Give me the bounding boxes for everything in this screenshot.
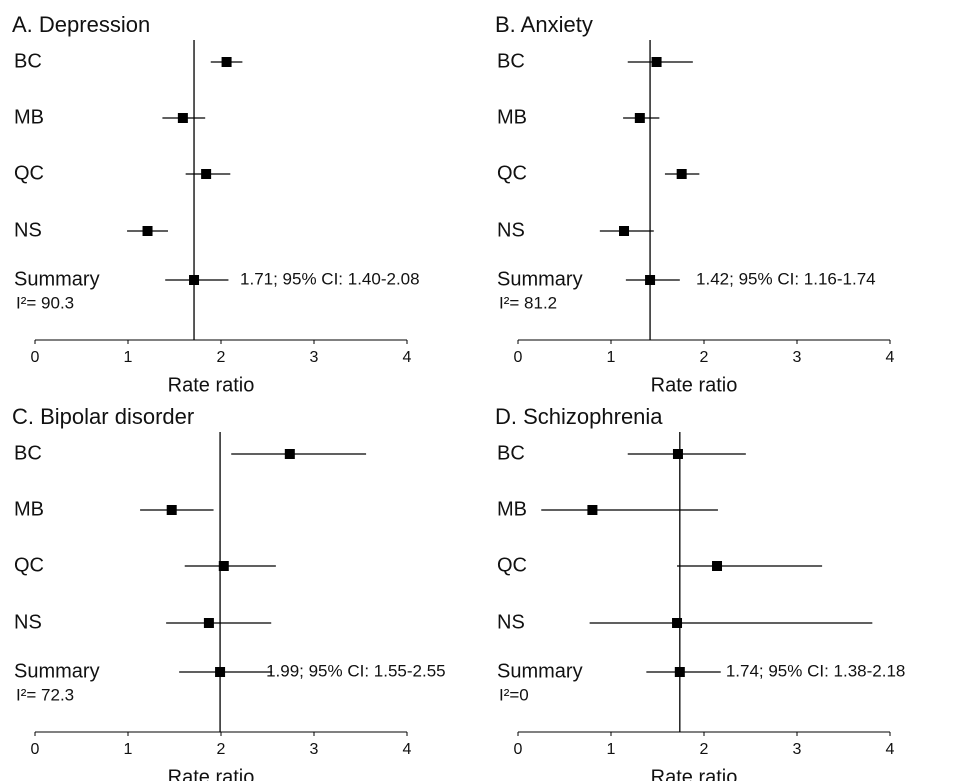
x-axis-label: Rate ratio [651, 374, 738, 396]
point-estimate [651, 57, 662, 67]
point-estimate [166, 505, 177, 515]
row-label: QC [497, 162, 527, 184]
point-estimate [587, 505, 598, 515]
x-tick-label: 0 [31, 349, 40, 366]
point-estimate [634, 113, 645, 123]
row-label: NS [497, 219, 525, 241]
point-estimate [218, 561, 229, 571]
row-label: NS [14, 219, 42, 241]
point-estimate [619, 226, 630, 236]
x-tick-label: 4 [403, 741, 412, 758]
heterogeneity: I²=0 [499, 685, 529, 704]
panel: C. Bipolar disorder 0 1 2 3 4 Rate ratio BC MB QC… [12, 404, 446, 781]
row-label: MB [14, 498, 44, 520]
x-tick-label: 3 [310, 349, 319, 366]
point-estimate [645, 275, 656, 285]
row-label: Summary [497, 268, 583, 290]
x-tick-label: 1 [124, 349, 133, 366]
panel-title: A. Depression [12, 12, 150, 37]
x-tick-label: 2 [700, 741, 709, 758]
x-tick-label: 2 [700, 349, 709, 366]
point-estimate [676, 169, 687, 179]
row-label: BC [497, 50, 525, 72]
row-label: BC [14, 442, 42, 464]
x-tick-label: 1 [124, 741, 133, 758]
x-axis-label: Rate ratio [168, 766, 255, 781]
row-label: NS [497, 611, 525, 633]
x-tick-label: 0 [514, 741, 523, 758]
point-estimate [672, 449, 683, 459]
panel: D. Schizophrenia 0 1 2 3 4 Rate ratio BC MB QC NS S… [495, 404, 905, 781]
row-label: BC [497, 442, 525, 464]
row-label: Summary [14, 660, 100, 682]
summary-annotation: 1.71; 95% CI: 1.40-2.08 [240, 269, 420, 288]
x-tick-label: 0 [514, 349, 523, 366]
row-label: MB [497, 106, 527, 128]
point-estimate [201, 169, 212, 179]
summary-annotation: 1.74; 95% CI: 1.38-2.18 [726, 661, 906, 680]
panel-title: C. Bipolar disorder [12, 404, 194, 429]
panel-title: B. Anxiety [495, 12, 593, 37]
row-label: QC [14, 162, 44, 184]
heterogeneity: I²= 90.3 [16, 293, 74, 312]
x-axis-label: Rate ratio [168, 374, 255, 396]
row-label: BC [14, 50, 42, 72]
point-estimate [215, 667, 226, 677]
row-label: NS [14, 611, 42, 633]
row-label: QC [497, 554, 527, 576]
row-label: Summary [14, 268, 100, 290]
point-estimate [177, 113, 188, 123]
row-label: QC [14, 554, 44, 576]
x-tick-label: 2 [217, 741, 226, 758]
point-estimate [284, 449, 295, 459]
point-estimate [712, 561, 723, 571]
x-tick-label: 0 [31, 741, 40, 758]
x-tick-label: 1 [607, 741, 616, 758]
point-estimate [674, 667, 685, 677]
x-tick-label: 2 [217, 349, 226, 366]
point-estimate [672, 618, 683, 628]
panel: B. Anxiety 0 1 2 3 4 Rate ratio BC MB QC NS Summary… [495, 12, 895, 396]
x-tick-label: 4 [886, 741, 895, 758]
point-estimate [203, 618, 214, 628]
x-tick-label: 3 [793, 741, 802, 758]
panel: A. Depression 0 1 2 3 4 Rate ratio BC MB QC NS Summ… [12, 12, 420, 396]
x-tick-label: 4 [403, 349, 412, 366]
row-label: MB [497, 498, 527, 520]
heterogeneity: I²= 81.2 [499, 293, 557, 312]
x-tick-label: 1 [607, 349, 616, 366]
heterogeneity: I²= 72.3 [16, 685, 74, 704]
summary-annotation: 1.42; 95% CI: 1.16-1.74 [696, 269, 876, 288]
point-estimate [221, 57, 232, 67]
point-estimate [189, 275, 200, 285]
row-label: Summary [497, 660, 583, 682]
x-axis-label: Rate ratio [651, 766, 738, 781]
x-tick-label: 3 [793, 349, 802, 366]
x-tick-label: 3 [310, 741, 319, 758]
point-estimate [142, 226, 153, 236]
panel-title: D. Schizophrenia [495, 404, 663, 429]
row-label: MB [14, 106, 44, 128]
x-tick-label: 4 [886, 349, 895, 366]
summary-annotation: 1.99; 95% CI: 1.55-2.55 [266, 661, 446, 680]
